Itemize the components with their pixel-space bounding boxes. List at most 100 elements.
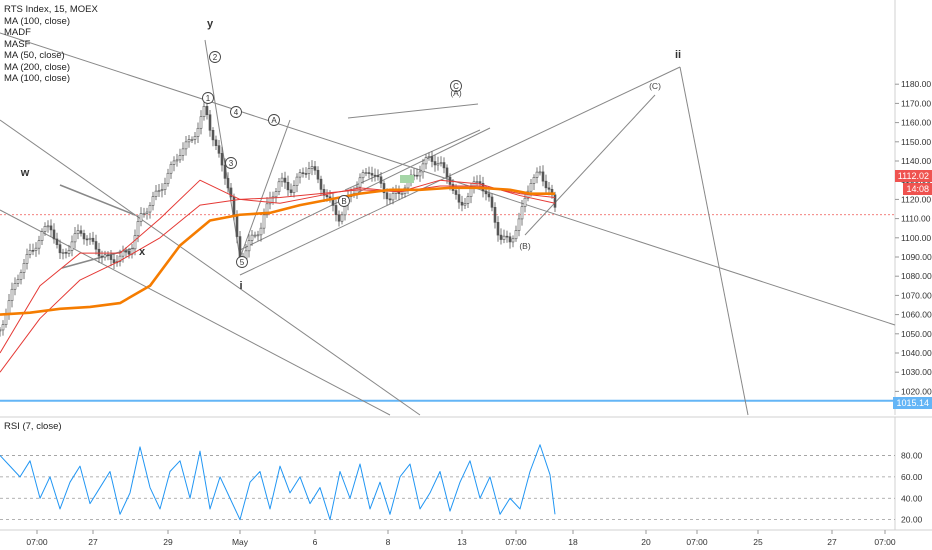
time-tick-label: 07:00 <box>26 537 48 547</box>
candle-body <box>37 240 41 249</box>
candle-body <box>175 159 179 162</box>
trendline[interactable] <box>0 32 896 326</box>
candle-body <box>367 172 371 174</box>
candle-body <box>202 106 206 117</box>
candle-body <box>124 250 128 253</box>
candle-body <box>199 116 203 129</box>
trendline[interactable] <box>0 209 391 416</box>
wave-label-y[interactable]: y <box>207 18 214 30</box>
legend-symbol[interactable]: RTS Index, 15, MOEX <box>4 4 98 15</box>
legend-ma-200[interactable]: MA (200, close) <box>4 61 70 73</box>
candle-body <box>154 190 158 197</box>
impulse-line[interactable] <box>239 119 291 259</box>
circled-marker[interactable] <box>450 80 462 92</box>
rsi-line[interactable] <box>0 444 556 521</box>
candle-body <box>46 225 50 228</box>
price-tick-label: 1060.00 <box>901 310 932 320</box>
circled-marker[interactable] <box>236 256 248 268</box>
candle-body <box>400 193 404 195</box>
impulse-line[interactable] <box>204 39 241 259</box>
ma-50-line[interactable] <box>0 179 556 354</box>
candle-body <box>427 156 431 158</box>
ma-100-line[interactable] <box>0 185 556 373</box>
candle-body <box>280 177 284 183</box>
circled-label-1: 1 <box>206 94 211 103</box>
candle-body <box>523 197 527 208</box>
channel-line[interactable] <box>347 103 479 119</box>
legend-ma-100-2[interactable]: MA (100, close) <box>4 73 70 84</box>
rsi-legend[interactable]: RSI (7, close) <box>4 421 62 432</box>
circled-marker[interactable] <box>202 92 214 104</box>
candle-body <box>1 324 5 331</box>
price-tick-label: 1140.00 <box>901 156 931 166</box>
wave-line[interactable] <box>679 66 749 416</box>
wave-line[interactable] <box>239 66 681 276</box>
circled-marker[interactable] <box>209 51 221 63</box>
legend-masf[interactable]: MASF <box>4 38 31 50</box>
candle-body <box>445 167 449 178</box>
candle-body <box>439 162 443 164</box>
wave-line[interactable] <box>524 94 656 236</box>
legend-madf[interactable]: MADF <box>4 27 31 38</box>
candle-body <box>307 168 311 174</box>
candle-body <box>25 254 29 264</box>
paren-label[interactable]: (A) <box>450 88 462 98</box>
candle-body <box>508 236 512 243</box>
candle-body <box>475 181 479 183</box>
circled-marker[interactable] <box>268 114 280 126</box>
candle-body <box>313 166 317 171</box>
price-tick-label: 1120.00 <box>901 194 931 204</box>
triangle-line[interactable] <box>59 184 136 216</box>
candle-body <box>358 177 362 188</box>
candle-body <box>205 106 209 116</box>
candle-body <box>34 247 38 251</box>
circled-marker[interactable] <box>225 157 237 169</box>
candle-body <box>22 263 26 273</box>
candle-body <box>193 136 197 140</box>
candle-body <box>337 214 341 222</box>
channel-line[interactable] <box>239 127 491 251</box>
candle-body <box>103 254 107 258</box>
candle-body <box>43 226 47 232</box>
candle-body <box>466 196 470 204</box>
circled-label-5: 5 <box>240 258 245 267</box>
channel-line[interactable] <box>344 129 481 191</box>
candle-body <box>256 234 260 237</box>
paren-label[interactable]: (B) <box>519 241 531 251</box>
circled-marker[interactable] <box>338 195 350 207</box>
candle-body <box>178 155 182 161</box>
paren-label[interactable]: (C) <box>649 81 661 91</box>
candle-body <box>364 172 368 174</box>
wave-label-w[interactable]: w <box>20 167 30 179</box>
wave-label-ii[interactable]: ii <box>675 49 681 61</box>
candle-body <box>511 238 515 243</box>
wave-label-x[interactable]: x <box>139 246 146 258</box>
candle-body <box>184 141 188 150</box>
candle-body <box>4 314 8 325</box>
price-tick-label: 1050.00 <box>901 329 932 339</box>
last-price-tag: 1112.02 <box>894 170 932 182</box>
candle-body <box>418 171 422 177</box>
candle-body <box>31 250 35 252</box>
price-tick-label: 1160.00 <box>901 118 931 128</box>
candle-body <box>157 190 161 192</box>
legend-ma-50[interactable]: MA (50, close) <box>4 50 65 61</box>
time-tick-label: 27 <box>88 537 98 547</box>
candle-body <box>190 139 194 141</box>
candle-body <box>298 172 302 178</box>
wave-label-i[interactable]: i <box>239 280 242 292</box>
trendline[interactable] <box>0 119 421 416</box>
price-tick-label: 1100.00 <box>901 233 931 243</box>
candle-body <box>421 163 425 173</box>
circled-marker[interactable] <box>230 106 242 118</box>
time-tick-label: May <box>232 537 249 547</box>
price-tick-label: 1080.00 <box>901 271 932 281</box>
marker-block[interactable] <box>400 175 414 183</box>
time-tick-label: 13 <box>457 537 467 547</box>
price-tick-label: 1150.00 <box>901 137 931 147</box>
ma-200-line[interactable] <box>0 186 555 316</box>
legend-ma-100[interactable]: MA (100, close) <box>4 15 70 27</box>
candle-body <box>85 238 89 241</box>
candle-body <box>217 145 221 154</box>
